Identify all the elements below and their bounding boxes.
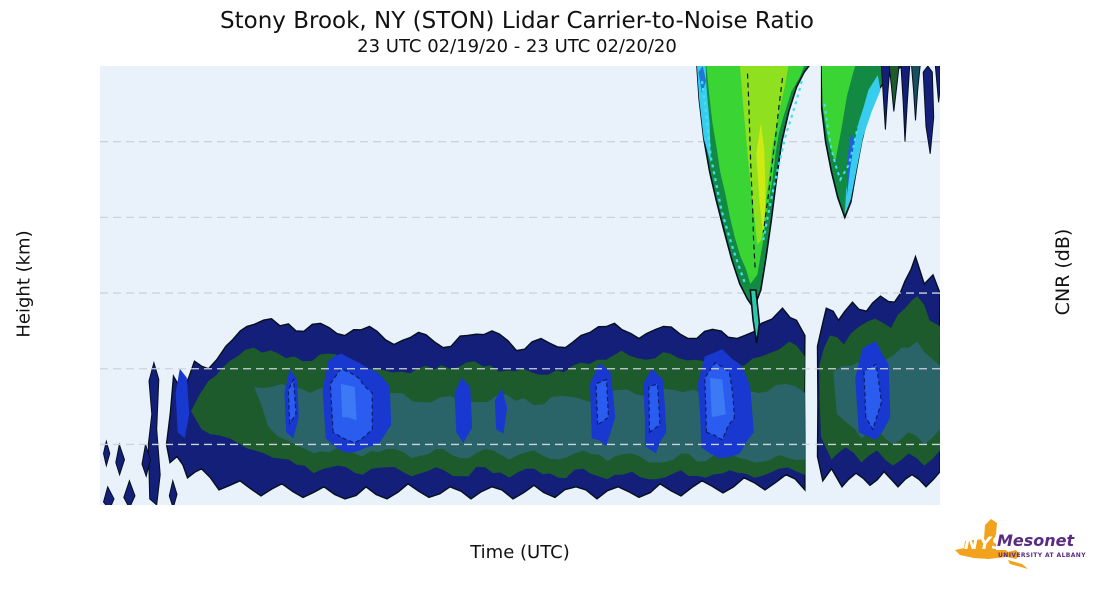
precip-plume-17utc-contour-line [746,73,756,271]
precip-plume-20utc-layer [844,75,881,215]
blue-patch [494,388,508,434]
cnr-blob [147,360,161,505]
y-axis-label: Height (km) [13,230,35,338]
cloud-spike [900,66,911,142]
logo-tagline-text: UNIVERSITY AT ALBANY [998,552,1086,559]
blue-patch-bright [648,383,661,434]
blue-patch [454,377,473,443]
blue-patch-light [710,377,726,418]
cloud-spike [880,66,891,130]
cnr-blob [141,444,151,478]
cnr-blob [102,439,111,468]
chart-subtitle: 23 UTC 02/19/20 - 23 UTC 02/20/20 [357,36,677,57]
logo-name-text: Mesonet [996,531,1076,550]
colorbar-label: CNR (dB) [1052,228,1074,316]
cloud-spike [922,66,935,154]
precip-plume-17utc-contour-line [762,80,803,241]
precip-plume-17utc-contour-line [762,78,784,233]
blue-patch-bright [595,378,610,426]
cnr-blob [168,478,178,505]
cnr-28-teal-main [254,383,805,463]
precip-plume-17utc-layer [756,123,766,236]
chart-title: Stony Brook, NY (STON) Lidar Carrier-to-… [220,8,814,34]
precip-plume-17utc-contour-line [700,80,747,286]
plot-layers [100,66,940,505]
precip-plume-20utc-layer [846,132,855,197]
cloud-spike [934,66,940,103]
x-axis-label: Time (UTC) [470,542,570,563]
cloud-spike [911,66,921,121]
nys-mesonet-logo: NYS Mesonet UNIVERSITY AT ALBANY [950,514,1092,578]
precip-plume-17utc-layer [696,66,711,163]
blue-patch-bright [863,363,883,431]
logo-org-text: NYS [964,534,1005,554]
precip-plume-17utc [696,66,810,344]
blue-patch-bright [287,377,297,426]
blue-patch [175,368,190,439]
precip-plume-17utc-layer [749,289,761,344]
precip-plume-17utc-layer [698,66,707,94]
blue-patch-light [340,383,357,421]
precip-plume-20utc [820,66,904,220]
cnr-blob [115,442,126,477]
cnr-blob [102,485,115,505]
cloud-spike [888,66,900,112]
cnr-blob [123,479,136,505]
